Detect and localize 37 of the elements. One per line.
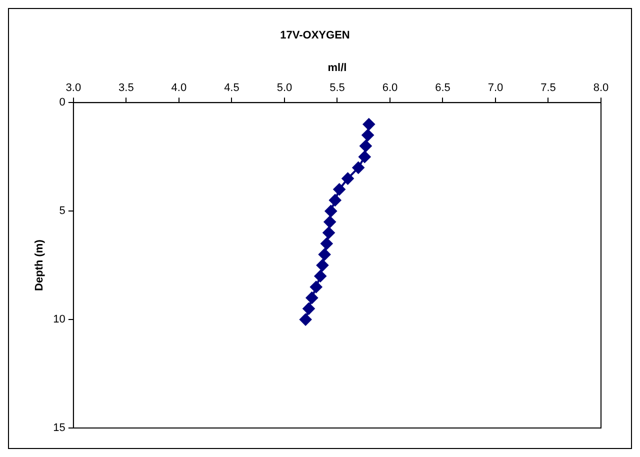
point [310, 280, 322, 293]
point [314, 270, 326, 282]
x-tick-label: 4.5 [224, 82, 240, 94]
point [322, 226, 335, 239]
x-tick-label: 3.5 [118, 82, 134, 94]
x-axis-title: ml/l [328, 62, 347, 74]
x-tick-label: 6.0 [382, 82, 398, 94]
point [320, 238, 333, 250]
point [329, 194, 342, 206]
x-tick-label: 3.0 [66, 82, 82, 94]
point [352, 162, 364, 174]
x-tick-label: 4.0 [171, 82, 187, 94]
point [306, 292, 318, 304]
x-tick-label: 5.0 [276, 82, 292, 94]
y-tick-label: 10 [53, 314, 66, 326]
x-tick-label: 7.5 [540, 82, 556, 94]
x-tick-label: 5.5 [330, 82, 345, 94]
point [342, 172, 354, 185]
point [324, 205, 337, 218]
y-tick-label: 15 [53, 422, 66, 434]
y-tick-label: 0 [59, 96, 66, 109]
x-tick-label: 7.0 [488, 82, 504, 94]
point [324, 216, 336, 228]
point [300, 314, 312, 326]
point [362, 129, 374, 142]
y-tick-label: 5 [59, 205, 66, 218]
chart-title: 17V-OXYGEN [280, 30, 350, 42]
point [302, 302, 315, 315]
point [360, 140, 372, 152]
x-tick-label: 6.5 [435, 82, 450, 94]
point [358, 150, 371, 163]
point [362, 118, 375, 130]
x-tick-label: 8.0 [593, 82, 609, 94]
point [318, 248, 331, 260]
point [316, 259, 328, 272]
y-axis-title: Depth (m) [34, 239, 46, 291]
point [333, 183, 346, 196]
